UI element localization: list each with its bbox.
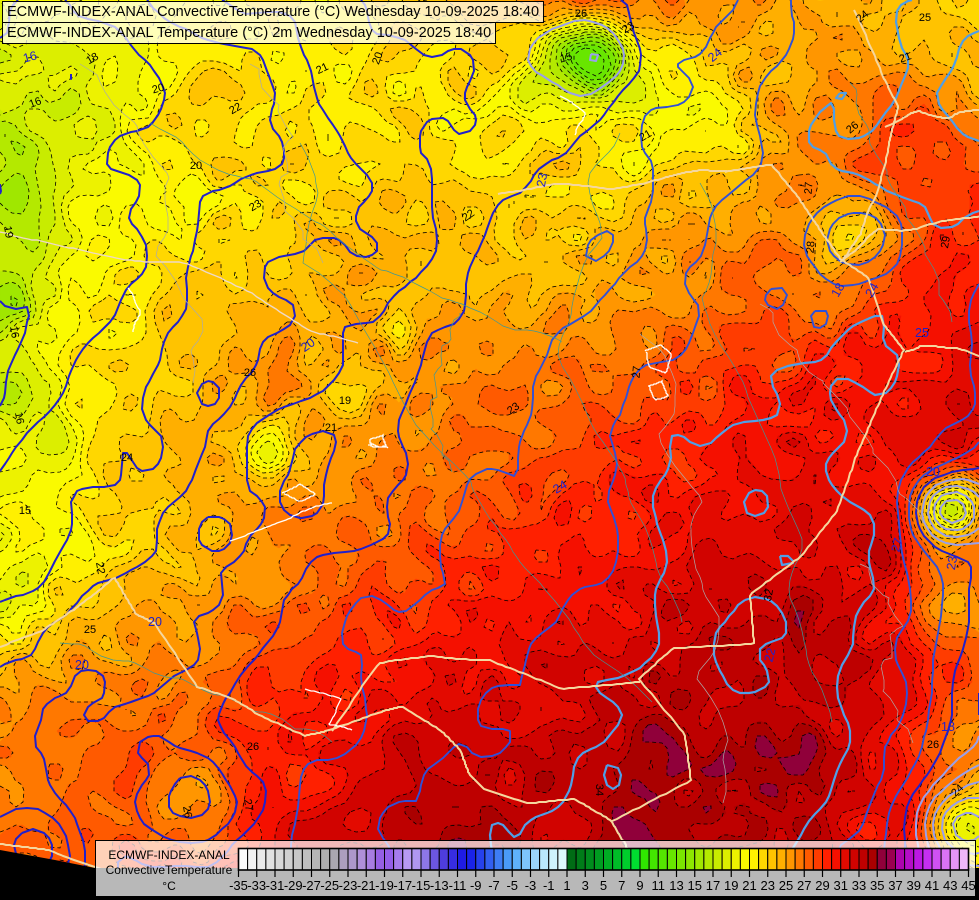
svg-text:-7: -7 xyxy=(488,878,500,893)
svg-text:35: 35 xyxy=(870,878,884,893)
svg-text:26: 26 xyxy=(180,805,194,819)
svg-text:15: 15 xyxy=(688,878,702,893)
svg-text:27: 27 xyxy=(797,878,811,893)
svg-text:21: 21 xyxy=(898,50,914,65)
svg-text:20: 20 xyxy=(190,160,202,172)
svg-text:27: 27 xyxy=(630,365,643,378)
svg-text:-29: -29 xyxy=(284,878,303,893)
svg-text:21: 21 xyxy=(742,878,756,893)
svg-text:18: 18 xyxy=(941,720,955,734)
svg-text:-31: -31 xyxy=(266,878,285,893)
svg-text:20: 20 xyxy=(151,82,166,97)
svg-text:31: 31 xyxy=(834,878,848,893)
svg-text:-19: -19 xyxy=(375,878,394,893)
svg-text:27: 27 xyxy=(241,798,255,812)
svg-text:26: 26 xyxy=(247,741,259,753)
svg-text:15: 15 xyxy=(559,51,574,66)
svg-text:24: 24 xyxy=(862,280,881,299)
svg-text:26: 26 xyxy=(927,739,939,751)
svg-text:23: 23 xyxy=(620,20,637,37)
svg-text:-3: -3 xyxy=(525,878,537,893)
svg-text:18: 18 xyxy=(84,51,101,68)
svg-text:-35: -35 xyxy=(229,878,248,893)
svg-text:21: 21 xyxy=(325,422,337,434)
svg-text:1: 1 xyxy=(563,878,570,893)
svg-text:25: 25 xyxy=(779,878,793,893)
svg-text:20: 20 xyxy=(926,465,940,479)
svg-text:22: 22 xyxy=(460,207,477,224)
svg-text:5: 5 xyxy=(600,878,607,893)
svg-text:-25: -25 xyxy=(320,878,339,893)
svg-text:19: 19 xyxy=(1,225,15,239)
svg-text:21: 21 xyxy=(314,61,330,77)
svg-text:-21: -21 xyxy=(357,878,376,893)
svg-text:21: 21 xyxy=(637,128,654,145)
svg-text:-23: -23 xyxy=(339,878,358,893)
svg-text:45: 45 xyxy=(961,878,975,893)
svg-text:16: 16 xyxy=(21,48,38,65)
svg-text:29: 29 xyxy=(815,878,829,893)
svg-text:16: 16 xyxy=(12,411,26,425)
svg-text:20: 20 xyxy=(148,615,162,629)
svg-text:11: 11 xyxy=(652,878,666,893)
svg-text:37: 37 xyxy=(888,878,902,893)
svg-text:13: 13 xyxy=(669,878,683,893)
svg-text:26: 26 xyxy=(575,8,587,20)
svg-text:27: 27 xyxy=(888,536,905,553)
svg-text:22: 22 xyxy=(93,561,107,575)
svg-text:34: 34 xyxy=(593,784,605,796)
svg-text:25: 25 xyxy=(84,624,96,636)
svg-text:16: 16 xyxy=(28,95,44,110)
svg-text:20: 20 xyxy=(298,335,317,354)
svg-text:23: 23 xyxy=(534,172,550,188)
svg-text:39: 39 xyxy=(907,878,921,893)
svg-text:-27: -27 xyxy=(302,878,321,893)
svg-text:°C: °C xyxy=(162,879,176,893)
svg-text:3: 3 xyxy=(582,878,589,893)
svg-text:25: 25 xyxy=(915,326,929,340)
svg-text:-33: -33 xyxy=(247,878,266,893)
svg-text:9: 9 xyxy=(636,878,643,893)
svg-text:24: 24 xyxy=(550,477,569,496)
svg-text:18: 18 xyxy=(828,280,847,299)
svg-text:-5: -5 xyxy=(506,878,518,893)
svg-text:24: 24 xyxy=(121,452,133,464)
svg-text:43: 43 xyxy=(943,878,957,893)
svg-text:25: 25 xyxy=(919,12,931,24)
svg-text:7: 7 xyxy=(618,878,625,893)
svg-text:ECMWF-INDEX-ANAL: ECMWF-INDEX-ANAL xyxy=(108,848,230,862)
svg-text:19: 19 xyxy=(339,395,351,407)
svg-text:20: 20 xyxy=(370,51,385,67)
svg-text:23: 23 xyxy=(247,198,264,215)
svg-text:-13: -13 xyxy=(430,878,449,893)
svg-text:41: 41 xyxy=(925,878,939,893)
svg-text:-1: -1 xyxy=(543,878,555,893)
svg-text:20: 20 xyxy=(75,658,89,672)
svg-text:28: 28 xyxy=(804,240,817,253)
svg-text:22: 22 xyxy=(227,101,244,118)
svg-text:ConvectiveTemperature: ConvectiveTemperature xyxy=(106,863,233,877)
svg-text:16: 16 xyxy=(7,325,21,339)
svg-text:23: 23 xyxy=(505,400,522,417)
svg-text:32: 32 xyxy=(762,588,776,602)
svg-text:33: 33 xyxy=(852,878,866,893)
svg-text:-17: -17 xyxy=(393,878,412,893)
svg-text:15: 15 xyxy=(19,505,31,517)
svg-text:-9: -9 xyxy=(470,878,482,893)
svg-text:26: 26 xyxy=(244,367,256,379)
svg-text:17: 17 xyxy=(706,878,720,893)
svg-text:29: 29 xyxy=(939,235,953,249)
svg-text:23: 23 xyxy=(944,555,960,571)
svg-text:22: 22 xyxy=(761,646,778,663)
svg-text:-11: -11 xyxy=(449,878,467,893)
svg-text:27: 27 xyxy=(802,181,815,194)
svg-text:-15: -15 xyxy=(412,878,431,893)
svg-text:19: 19 xyxy=(724,878,738,893)
svg-text:23: 23 xyxy=(761,878,775,893)
